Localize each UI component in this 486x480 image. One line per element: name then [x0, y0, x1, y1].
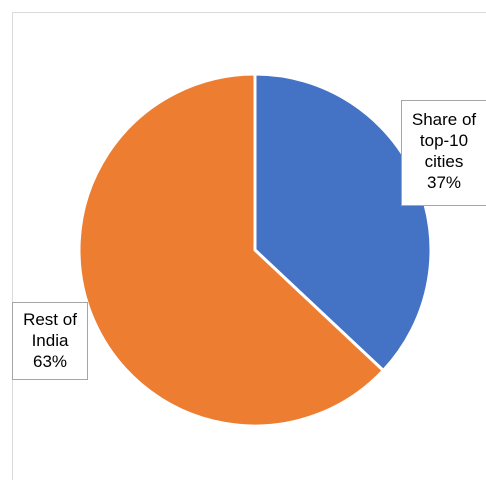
- chart-area: [12, 12, 486, 480]
- data-label-line: cities: [424, 152, 464, 171]
- pie-slice-1: [77, 72, 385, 428]
- data-label-rest-of-india: Rest of India 63%: [12, 302, 88, 380]
- data-label-line: India: [31, 331, 69, 350]
- data-label-line: 63%: [32, 352, 68, 371]
- data-label-line: Share of: [411, 110, 477, 129]
- data-label-line: Rest of: [23, 310, 77, 329]
- data-label-line: top-10: [419, 131, 469, 150]
- data-label-line: 37%: [426, 173, 462, 192]
- data-label-top10-share: Share of top-10 cities 37%: [401, 100, 486, 206]
